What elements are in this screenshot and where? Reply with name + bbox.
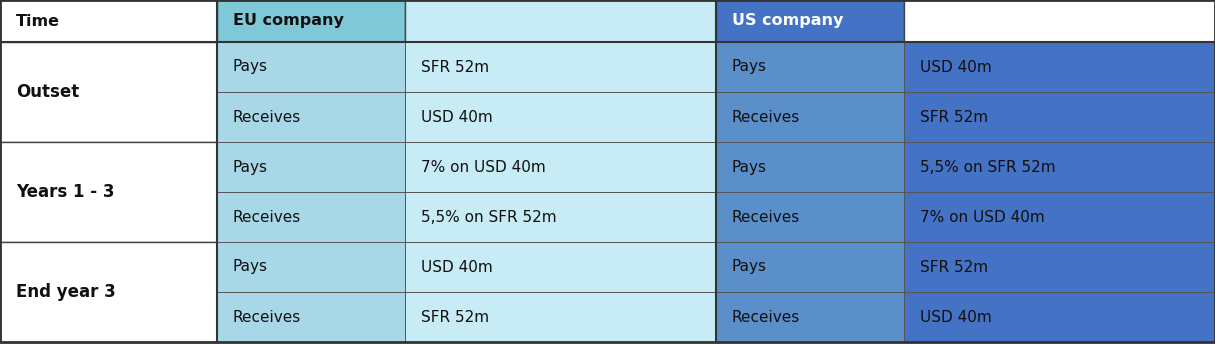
Text: SFR 52m: SFR 52m bbox=[920, 259, 988, 275]
Text: 7% on USD 40m: 7% on USD 40m bbox=[420, 160, 546, 174]
Bar bbox=[0, 0, 217, 42]
Text: USD 40m: USD 40m bbox=[920, 60, 991, 75]
Bar bbox=[217, 92, 405, 142]
Text: 7% on USD 40m: 7% on USD 40m bbox=[920, 209, 1045, 225]
Bar bbox=[405, 242, 716, 292]
Bar bbox=[716, 292, 904, 342]
Bar bbox=[904, 42, 1215, 92]
Bar bbox=[405, 42, 716, 92]
Text: SFR 52m: SFR 52m bbox=[420, 60, 488, 75]
Bar bbox=[217, 42, 405, 92]
Text: US company: US company bbox=[731, 13, 843, 29]
Bar bbox=[217, 292, 405, 342]
Text: SFR 52m: SFR 52m bbox=[920, 109, 988, 125]
Bar bbox=[217, 192, 405, 242]
Text: USD 40m: USD 40m bbox=[920, 310, 991, 324]
Bar bbox=[0, 42, 217, 142]
Bar bbox=[405, 92, 716, 142]
Text: SFR 52m: SFR 52m bbox=[420, 310, 488, 324]
Bar bbox=[904, 142, 1215, 192]
Bar bbox=[904, 192, 1215, 242]
Bar bbox=[904, 242, 1215, 292]
Text: Pays: Pays bbox=[233, 160, 269, 174]
Bar bbox=[405, 0, 716, 42]
Text: Time: Time bbox=[16, 13, 60, 29]
Bar bbox=[217, 242, 405, 292]
Bar bbox=[716, 242, 904, 292]
Bar bbox=[904, 0, 1215, 42]
Text: Pays: Pays bbox=[233, 259, 269, 275]
Bar bbox=[0, 242, 217, 342]
Bar bbox=[405, 292, 716, 342]
Bar bbox=[904, 292, 1215, 342]
Text: Receives: Receives bbox=[233, 209, 301, 225]
Text: End year 3: End year 3 bbox=[16, 283, 115, 301]
Text: EU company: EU company bbox=[233, 13, 344, 29]
Text: Receives: Receives bbox=[731, 109, 801, 125]
Bar bbox=[716, 42, 904, 92]
Bar bbox=[405, 192, 716, 242]
Text: Receives: Receives bbox=[233, 310, 301, 324]
Bar bbox=[405, 142, 716, 192]
Bar bbox=[217, 142, 405, 192]
Bar bbox=[716, 142, 904, 192]
Text: USD 40m: USD 40m bbox=[420, 259, 492, 275]
Text: 5,5% on SFR 52m: 5,5% on SFR 52m bbox=[420, 209, 556, 225]
Text: Pays: Pays bbox=[233, 60, 269, 75]
Bar bbox=[716, 0, 904, 42]
Bar bbox=[0, 142, 217, 242]
Bar bbox=[716, 92, 904, 142]
Text: Receives: Receives bbox=[233, 109, 301, 125]
Text: USD 40m: USD 40m bbox=[420, 109, 492, 125]
Bar bbox=[904, 92, 1215, 142]
Text: Outset: Outset bbox=[16, 83, 79, 101]
Text: Receives: Receives bbox=[731, 209, 801, 225]
Bar bbox=[716, 192, 904, 242]
Text: Pays: Pays bbox=[731, 259, 767, 275]
Text: Receives: Receives bbox=[731, 310, 801, 324]
Bar bbox=[217, 0, 405, 42]
Text: Years 1 - 3: Years 1 - 3 bbox=[16, 183, 114, 201]
Text: Pays: Pays bbox=[731, 60, 767, 75]
Text: Pays: Pays bbox=[731, 160, 767, 174]
Text: 5,5% on SFR 52m: 5,5% on SFR 52m bbox=[920, 160, 1056, 174]
